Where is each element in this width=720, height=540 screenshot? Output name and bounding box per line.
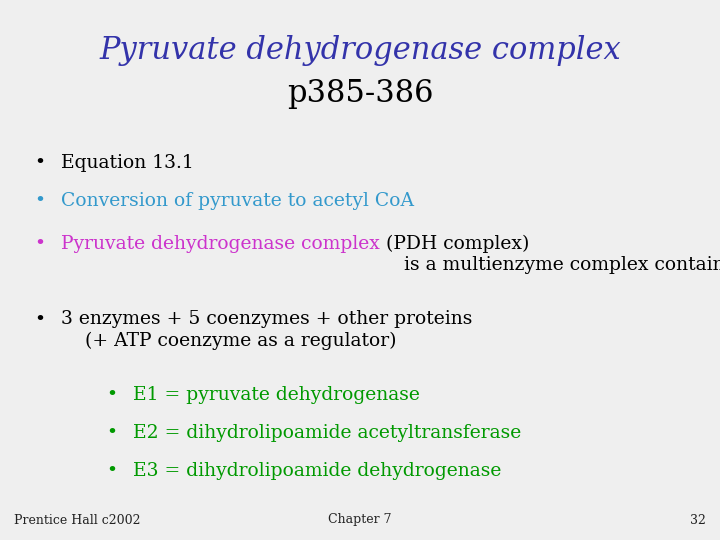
Text: •: • (106, 424, 117, 442)
Text: •: • (106, 462, 117, 480)
Text: Chapter 7: Chapter 7 (328, 514, 392, 526)
Text: E1 = pyruvate dehydrogenase: E1 = pyruvate dehydrogenase (133, 386, 420, 404)
Text: •: • (34, 235, 45, 253)
Text: p385-386: p385-386 (287, 78, 433, 109)
Text: •: • (34, 154, 45, 172)
Text: Conversion of pyruvate to acetyl CoA: Conversion of pyruvate to acetyl CoA (61, 192, 414, 210)
Text: •: • (106, 386, 117, 404)
Text: •: • (34, 192, 45, 210)
Text: •: • (34, 310, 45, 328)
Text: Pyruvate dehydrogenase complex: Pyruvate dehydrogenase complex (61, 235, 380, 253)
Text: Pyruvate dehydrogenase complex: Pyruvate dehydrogenase complex (99, 35, 621, 66)
Text: 3 enzymes + 5 coenzymes + other proteins
    (+ ATP coenzyme as a regulator): 3 enzymes + 5 coenzymes + other proteins… (61, 310, 472, 349)
Text: Prentice Hall c2002: Prentice Hall c2002 (14, 514, 141, 526)
Text: E3 = dihydrolipoamide dehydrogenase: E3 = dihydrolipoamide dehydrogenase (133, 462, 502, 480)
Text: (PDH complex)
    is a multienzyme complex containing:: (PDH complex) is a multienzyme complex c… (380, 235, 720, 274)
Text: Equation 13.1: Equation 13.1 (61, 154, 194, 172)
Text: E2 = dihydrolipoamide acetyltransferase: E2 = dihydrolipoamide acetyltransferase (133, 424, 521, 442)
Text: 32: 32 (690, 514, 706, 526)
